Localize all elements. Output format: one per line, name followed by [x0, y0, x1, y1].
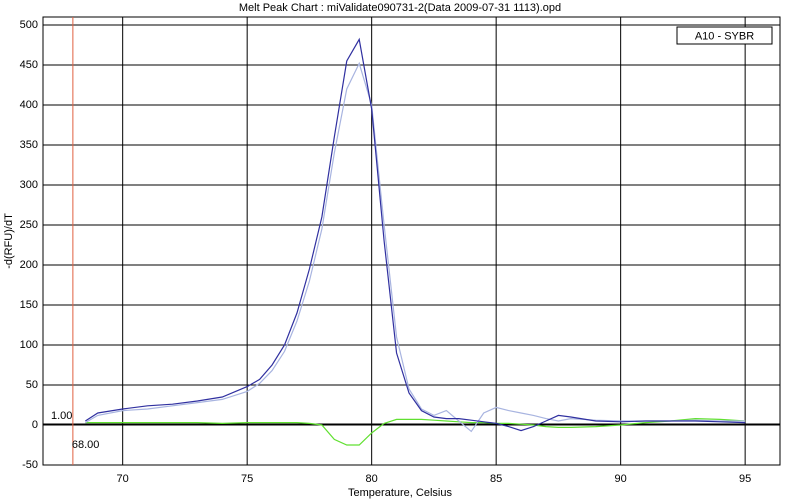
threshold-label: 1.00 — [51, 410, 72, 422]
x-tick-label: 70 — [117, 473, 129, 485]
y-axis-label: -d(RFU)/dT — [3, 213, 15, 269]
chart-title: Melt Peak Chart : miValidate090731-2(Dat… — [239, 2, 561, 14]
x-tick-label: 80 — [366, 473, 378, 485]
series-line — [85, 37, 746, 432]
x-axis-label: Temperature, Celsius — [348, 487, 452, 499]
y-tick-label: 0 — [32, 419, 38, 431]
y-tick-label: 250 — [20, 219, 38, 231]
y-tick-label: 350 — [20, 139, 38, 151]
y-tick-label: 200 — [20, 259, 38, 271]
y-tick-label: 500 — [20, 19, 38, 31]
y-tick-label: 450 — [20, 59, 38, 71]
x-tick-label: 90 — [615, 473, 627, 485]
y-tick-label: 150 — [20, 299, 38, 311]
begin-temp-label: 68.00 — [72, 439, 100, 451]
y-tick-label: 300 — [20, 179, 38, 191]
x-tick-label: 95 — [739, 473, 751, 485]
y-tick-label: 400 — [20, 99, 38, 111]
series-line — [85, 61, 746, 433]
legend-label: A10 - SYBR — [695, 30, 754, 42]
x-tick-label: 85 — [490, 473, 502, 485]
series-line — [85, 417, 746, 446]
x-tick-label: 75 — [241, 473, 253, 485]
y-tick-label: 100 — [20, 339, 38, 351]
y-tick-label: -50 — [22, 459, 38, 471]
legend-box — [676, 26, 773, 45]
y-tick-label: 50 — [26, 379, 38, 391]
plot-area — [42, 16, 781, 466]
